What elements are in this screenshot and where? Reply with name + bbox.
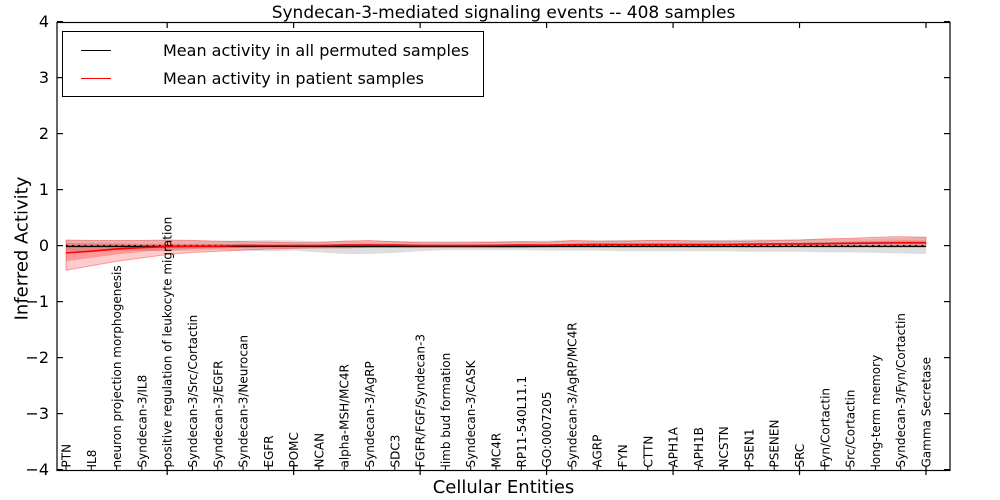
x-axis-label: Cellular Entities bbox=[432, 477, 575, 498]
x-category-label: EGFR bbox=[262, 435, 276, 467]
x-category-label: FYN bbox=[616, 444, 630, 467]
x-category-label: Syndecan-3/Fyn/Cortactin bbox=[894, 313, 908, 467]
legend-row-permuted: Mean activity in all permuted samples bbox=[71, 38, 469, 62]
x-category-label: Syndecan-3/Src/Cortactin bbox=[186, 315, 200, 468]
x-category-label: Syndecan-3/IL8 bbox=[135, 375, 149, 468]
x-category-label: Syndecan-3/CASK bbox=[464, 359, 478, 467]
x-category-label: Fyn/Cortactin bbox=[818, 388, 832, 468]
y-tick-label: −1 bbox=[25, 292, 49, 311]
x-category-label: RP11-540L11.1 bbox=[515, 376, 529, 467]
x-category-label: IL8 bbox=[85, 450, 99, 468]
x-category-label: Syndecan-3/AgRP/MC4R bbox=[565, 322, 579, 467]
x-category-label: long-term memory bbox=[869, 355, 883, 468]
x-category-label: PSENEN bbox=[768, 420, 782, 468]
chart-title: Syndecan-3-mediated signaling events -- … bbox=[271, 3, 736, 23]
x-category-label: Gamma Secretase bbox=[920, 357, 934, 468]
x-category-label: APH1B bbox=[692, 427, 706, 467]
y-tick-label: −2 bbox=[25, 348, 49, 367]
x-category-label: limb bud formation bbox=[439, 353, 453, 468]
y-tick-label: 2 bbox=[39, 124, 49, 143]
x-category-label: neuron projection morphogenesis bbox=[110, 265, 124, 467]
x-category-label: positive regulation of leukocyte migrati… bbox=[161, 217, 175, 468]
x-category-label: NCSTN bbox=[717, 426, 731, 467]
y-tick-label: 4 bbox=[39, 12, 49, 31]
x-category-label: NCAN bbox=[312, 433, 326, 468]
axes-frame bbox=[56, 21, 951, 472]
x-category-label: APH1A bbox=[667, 426, 681, 467]
legend-label-permuted: Mean activity in all permuted samples bbox=[163, 40, 470, 60]
x-category-label: Syndecan-3/Neurocan bbox=[237, 335, 251, 467]
x-category-label: Syndecan-3/EGFR bbox=[211, 360, 225, 467]
x-category-label: MC4R bbox=[490, 433, 504, 468]
legend-row-patient: Mean activity in patient samples bbox=[71, 66, 469, 90]
legend-label-patient: Mean activity in patient samples bbox=[163, 68, 424, 88]
x-category-label: alpha-MSH/MC4R bbox=[338, 364, 352, 467]
x-category-label: PSEN1 bbox=[742, 428, 756, 467]
y-tick-label: 1 bbox=[39, 180, 49, 199]
x-category-label: POMC bbox=[287, 432, 301, 467]
x-category-label: SDC3 bbox=[388, 435, 402, 468]
x-category-label: GO:0007205 bbox=[540, 391, 554, 467]
x-category-label: FGFR/FGF/Syndecan-3 bbox=[414, 334, 428, 467]
x-category-label: PTN bbox=[60, 444, 74, 468]
legend: Mean activity in all permuted samples Me… bbox=[62, 31, 485, 97]
x-category-label: Src/Cortactin bbox=[844, 390, 858, 468]
y-tick-label: −4 bbox=[25, 460, 49, 479]
patient-line-swatch bbox=[81, 77, 111, 79]
x-category-label: SRC bbox=[793, 444, 807, 468]
y-tick-label: 0 bbox=[39, 236, 49, 255]
x-category-label: AGRP bbox=[591, 435, 605, 468]
y-axis-label: Inferred Activity bbox=[11, 176, 33, 321]
y-tick-label: −3 bbox=[25, 404, 49, 423]
x-category-label: CTTN bbox=[641, 436, 655, 468]
x-category-label: Syndecan-3/AgRP bbox=[363, 361, 377, 467]
patient-mean-line bbox=[65, 242, 926, 254]
y-tick-label: 3 bbox=[39, 68, 49, 87]
permuted-line-swatch bbox=[81, 49, 111, 51]
